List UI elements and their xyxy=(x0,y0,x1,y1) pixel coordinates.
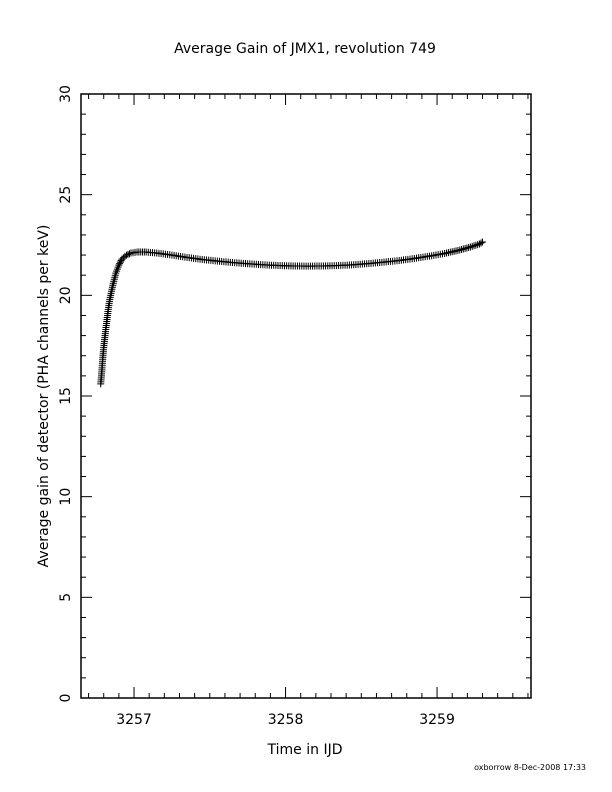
x-axis-label: Time in IJD xyxy=(267,742,343,758)
plot-frame xyxy=(80,93,532,699)
footer-credit: oxborrow 8-Dec-2008 17:33 xyxy=(474,763,586,772)
data-point xyxy=(116,260,124,268)
y-tick-label: 30 xyxy=(58,85,74,103)
data-point xyxy=(116,258,124,266)
y-tick-label: 25 xyxy=(58,186,74,204)
data-point xyxy=(459,245,467,253)
data-point xyxy=(477,239,485,247)
data-point xyxy=(125,250,133,258)
y-tick-labels: 0 5 10 15 20 25 30 xyxy=(58,85,74,702)
data-point xyxy=(115,261,123,269)
data-point xyxy=(466,243,474,251)
data-point xyxy=(472,241,480,249)
y-axis-label: Average gain of detector (PHA channels p… xyxy=(36,225,52,568)
data-points xyxy=(97,238,487,388)
data-point xyxy=(479,238,487,246)
data-point xyxy=(463,244,471,252)
data-point xyxy=(474,241,482,249)
chart-title: Average Gain of JMX1, revolution 749 xyxy=(174,41,436,57)
y-tick-label: 5 xyxy=(58,593,74,602)
y-tick-label: 10 xyxy=(58,488,74,506)
y-tick-label: 0 xyxy=(58,694,74,703)
x-tick-label: 3258 xyxy=(268,712,304,728)
y-tick-label: 15 xyxy=(58,387,74,405)
axis-ticks xyxy=(81,93,531,699)
data-point xyxy=(470,242,478,250)
data-point xyxy=(465,244,473,252)
data-point xyxy=(458,246,466,254)
data-point xyxy=(124,250,132,258)
data-point xyxy=(456,246,464,254)
data-point xyxy=(461,245,469,253)
x-tick-labels: 3257 3258 3259 xyxy=(116,712,455,728)
data-point xyxy=(122,251,130,259)
y-tick-label: 20 xyxy=(58,286,74,304)
x-tick-label: 3257 xyxy=(116,712,152,728)
x-tick-label: 3259 xyxy=(419,712,455,728)
data-point xyxy=(468,242,476,250)
